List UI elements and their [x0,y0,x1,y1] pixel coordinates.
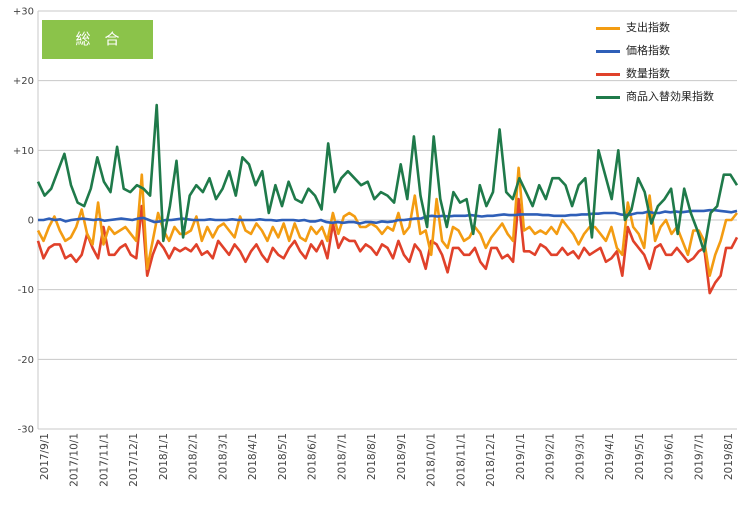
legend-item: 支出指数 [596,16,714,39]
y-tick-label: -10 [18,285,34,296]
x-tick-label: 2019/4/1 [604,433,616,480]
x-tick-label: 2018/1/1 [158,433,170,480]
x-tick-label: 2017/11/1 [98,433,110,487]
x-tick-label: 2019/3/1 [574,433,586,480]
legend-swatch [596,49,620,53]
y-tick-label: -20 [18,355,34,366]
legend-label: 価格指数 [626,44,670,57]
legend: 支出指数価格指数数量指数商品入替効果指数 [596,16,714,108]
series-line-商品入替効果指数 [36,103,739,253]
x-tick-label: 2018/11/1 [455,433,467,487]
series-line-数量指数 [36,197,739,295]
series-lines [36,103,739,295]
x-tick-label: 2018/9/1 [396,433,408,480]
legend-item: 商品入替効果指数 [596,85,714,108]
y-tick-label: +30 [13,7,34,18]
legend-swatch [596,72,620,76]
legend-label: 数量指数 [626,67,670,80]
y-tick-label: +10 [13,146,34,157]
x-tick-label: 2019/7/1 [693,433,705,480]
y-tick-label: 0 [28,216,34,227]
series-line-価格指数 [38,208,738,225]
legend-swatch [596,95,620,99]
y-axis: +30 +20 +10 0 -10 -20 -30 [13,7,34,436]
x-tick-label: 2019/8/1 [723,433,735,480]
y-tick-label: +20 [13,76,34,87]
x-tick-label: 2019/2/1 [545,433,557,480]
x-tick-label: 2017/10/1 [69,433,81,487]
x-tick-label: 2018/8/1 [366,433,378,480]
x-tick-label: 2019/6/1 [664,433,676,480]
x-tick-label: 2018/6/1 [307,433,319,480]
x-tick-label: 2018/10/1 [426,433,438,487]
x-tick-label: 2018/3/1 [217,433,229,480]
series-line-支出指数 [36,166,739,278]
x-tick-label: 2018/2/1 [188,433,200,480]
legend-swatch [596,26,620,30]
chart-badge: 総合 [42,20,153,59]
x-axis: 2017/9/1 2017/10/1 2017/11/1 2017/12/1 2018/… [39,433,735,487]
x-tick-label: 2019/1/1 [515,433,527,480]
x-tick-label: 2018/12/1 [485,433,497,487]
legend-item: 価格指数 [596,39,714,62]
legend-item: 数量指数 [596,62,714,85]
x-tick-label: 2018/7/1 [336,433,348,480]
x-tick-label: 2018/4/1 [247,433,259,480]
x-tick-label: 2017/12/1 [128,433,140,487]
legend-label: 商品入替効果指数 [626,90,714,103]
x-tick-label: 2018/5/1 [277,433,289,480]
y-tick-label: -30 [18,425,34,436]
x-tick-label: 2019/5/1 [634,433,646,480]
legend-label: 支出指数 [626,21,670,34]
x-tick-label: 2017/9/1 [39,433,51,480]
